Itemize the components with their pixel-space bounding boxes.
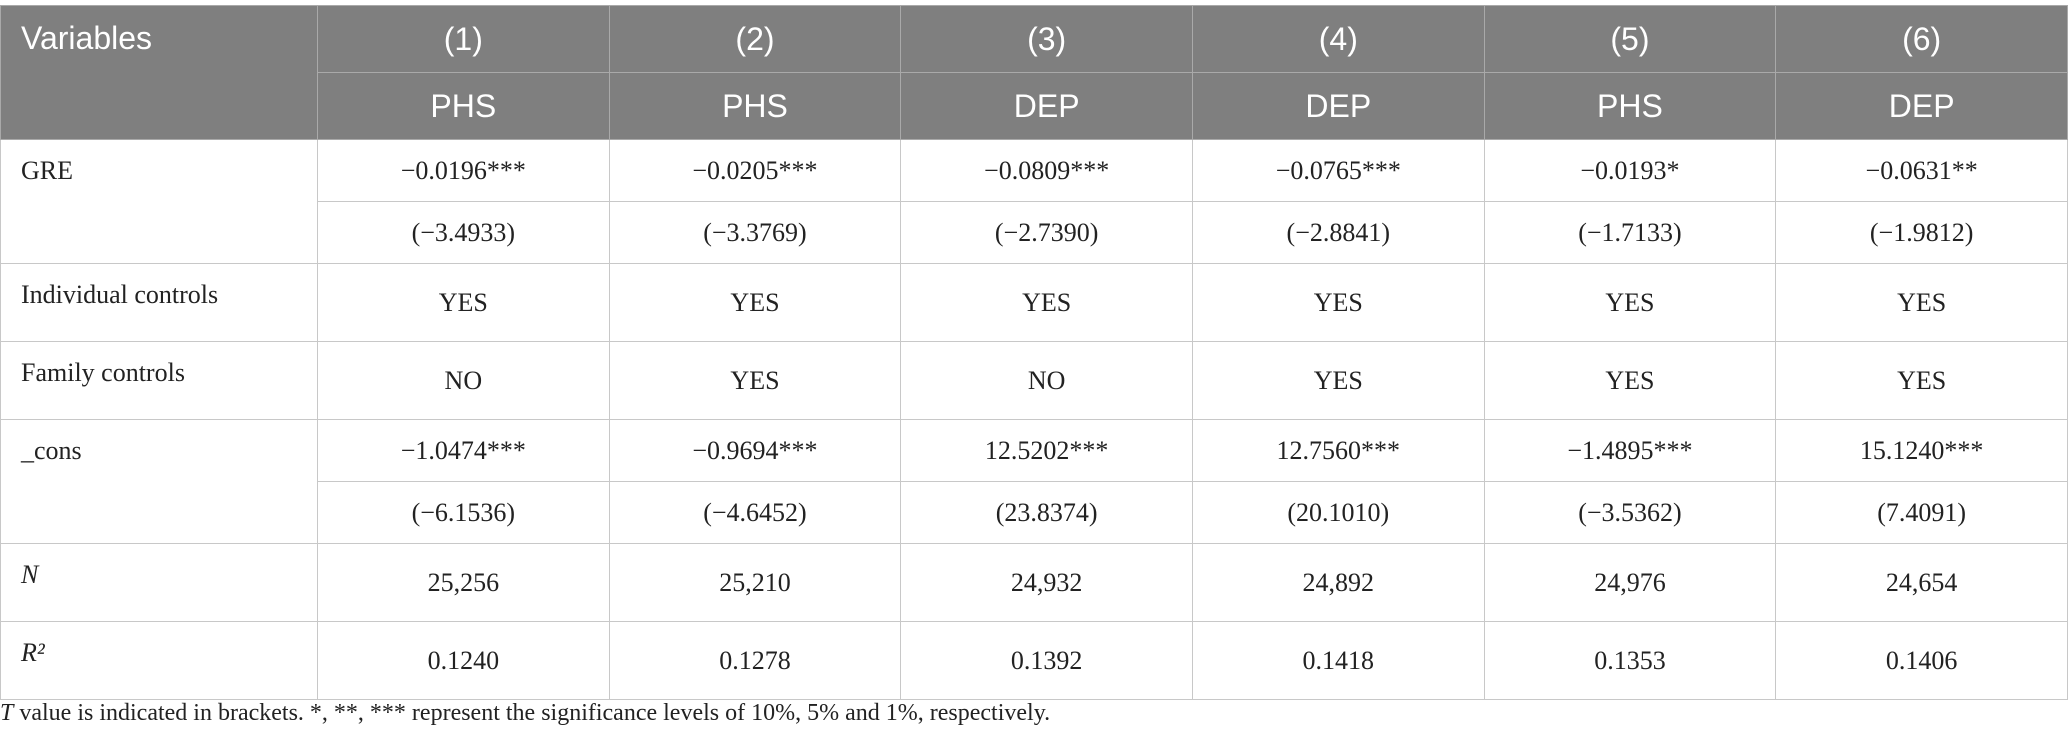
table-cell: 25,210: [608, 543, 902, 622]
table-cell: −0.0205***: [608, 139, 902, 202]
table-cell: NO: [900, 341, 1193, 420]
table-cell: 12.5202***: [900, 419, 1193, 482]
table-cell: 12.7560***: [1191, 419, 1485, 482]
header-cell: PHS: [317, 72, 610, 140]
table-row: N 25,256 25,210 24,932 24,892 24,976 24,654: [0, 543, 2068, 622]
table-row: GRE −0.0196*** −0.0205*** −0.0809*** −0.0765…: [0, 139, 2068, 264]
table-cell: (−3.3769): [608, 201, 902, 264]
table-row: (−3.4933) (−3.3769) (−2.7390) (−2.8841) (−1.…: [1, 201, 2068, 264]
table-header: Variables (1) (2) (3) (4) (5) (6) PHS PHS DEP DEP P…: [0, 5, 2068, 140]
table-cell: 24,976: [1483, 543, 1777, 622]
header-cell: DEP: [900, 72, 1193, 140]
row-label: N: [0, 543, 318, 622]
table-cell: YES: [900, 263, 1193, 342]
table-row: R² 0.1240 0.1278 0.1392 0.1418 0.1353 0.1406: [0, 621, 2068, 700]
header-cell: (6): [1775, 5, 2068, 73]
table-cell: (−3.4933): [317, 201, 610, 264]
table-cell: (−1.7133): [1483, 201, 1777, 264]
header-cell: PHS: [608, 72, 902, 140]
header-cell: (4): [1191, 5, 1485, 73]
table-cell: YES: [1483, 341, 1777, 420]
table-cell: YES: [1775, 341, 2068, 420]
header-row: Variables (1) (2) (3) (4) (5) (6): [0, 5, 2068, 140]
table-cell: (−6.1536): [317, 481, 610, 544]
table-cell: (−2.7390): [900, 201, 1193, 264]
footnote-text: value is indicated in brackets. *, **, *…: [13, 700, 1051, 726]
header-cell: (2): [608, 5, 902, 73]
table-row: Family controls NO YES NO YES YES YES: [0, 341, 2068, 420]
table-cell: −0.0765***: [1191, 139, 1485, 202]
table-row: (−6.1536) (−4.6452) (23.8374) (20.1010) (−3.…: [1, 481, 2068, 544]
table-cell: YES: [1483, 263, 1777, 342]
header-row: PHS PHS DEP DEP PHS DEP: [1, 72, 2068, 140]
results-table: Variables (1) (2) (3) (4) (5) (6) PHS PHS DEP DEP P…: [0, 5, 2068, 700]
table-cell: 24,654: [1775, 543, 2068, 622]
footnote: T value is indicated in brackets. *, **,…: [0, 700, 1050, 727]
table-cell: (−4.6452): [608, 481, 902, 544]
table-cell: −0.0196***: [317, 139, 610, 202]
table-cell: 15.1240***: [1775, 419, 2068, 482]
table-cell: 0.1353: [1483, 621, 1777, 700]
table-body: GRE −0.0196*** −0.0205*** −0.0809*** −0.0765…: [0, 139, 2068, 700]
table-cell: (20.1010): [1191, 481, 1485, 544]
header-cell: (1): [317, 5, 610, 73]
table-cell: 24,932: [900, 543, 1193, 622]
table-cell: YES: [1191, 263, 1485, 342]
table-cell: YES: [608, 341, 902, 420]
table-cell: YES: [317, 263, 610, 342]
footnote-lead: T: [0, 700, 14, 726]
header-cell: (5): [1483, 5, 1777, 73]
header-cell: DEP: [1191, 72, 1485, 140]
table-cell: (−1.9812): [1775, 201, 2068, 264]
table-cell: −0.9694***: [608, 419, 902, 482]
table-cell: YES: [1191, 341, 1485, 420]
table-cell: −0.0193*: [1483, 139, 1777, 202]
table-cell: 24,892: [1191, 543, 1485, 622]
table-cell: −1.4895***: [1483, 419, 1777, 482]
table-cell: −0.0809***: [900, 139, 1193, 202]
table-cell: NO: [317, 341, 610, 420]
table-row: _cons −1.0474*** −0.9694*** 12.5202*** 12.75…: [0, 419, 2068, 544]
table-cell: 0.1392: [900, 621, 1193, 700]
row-label: Family controls: [0, 341, 318, 420]
row-label: R²: [0, 621, 318, 700]
header-cell: PHS: [1483, 72, 1777, 140]
table-cell: 0.1240: [317, 621, 610, 700]
table-cell: YES: [1775, 263, 2068, 342]
header-cell: (3): [900, 5, 1193, 73]
table-cell: −0.0631**: [1775, 139, 2068, 202]
header-cell: Variables: [0, 5, 318, 140]
table-cell: 25,256: [317, 543, 610, 622]
table-cell: (−3.5362): [1483, 481, 1777, 544]
row-label: Individual controls: [0, 263, 318, 342]
row-label: GRE: [0, 139, 318, 264]
table-cell: −1.0474***: [317, 419, 610, 482]
table-cell: 0.1406: [1775, 621, 2068, 700]
row-label: _cons: [0, 419, 318, 544]
header-cell: DEP: [1775, 72, 2068, 140]
table-cell: 0.1278: [608, 621, 902, 700]
table-cell: (−2.8841): [1191, 201, 1485, 264]
table-cell: (23.8374): [900, 481, 1193, 544]
table-cell: 0.1418: [1191, 621, 1485, 700]
table-cell: (7.4091): [1775, 481, 2068, 544]
table-row: Individual controls YES YES YES YES YES YES: [0, 263, 2068, 342]
table-cell: YES: [608, 263, 902, 342]
